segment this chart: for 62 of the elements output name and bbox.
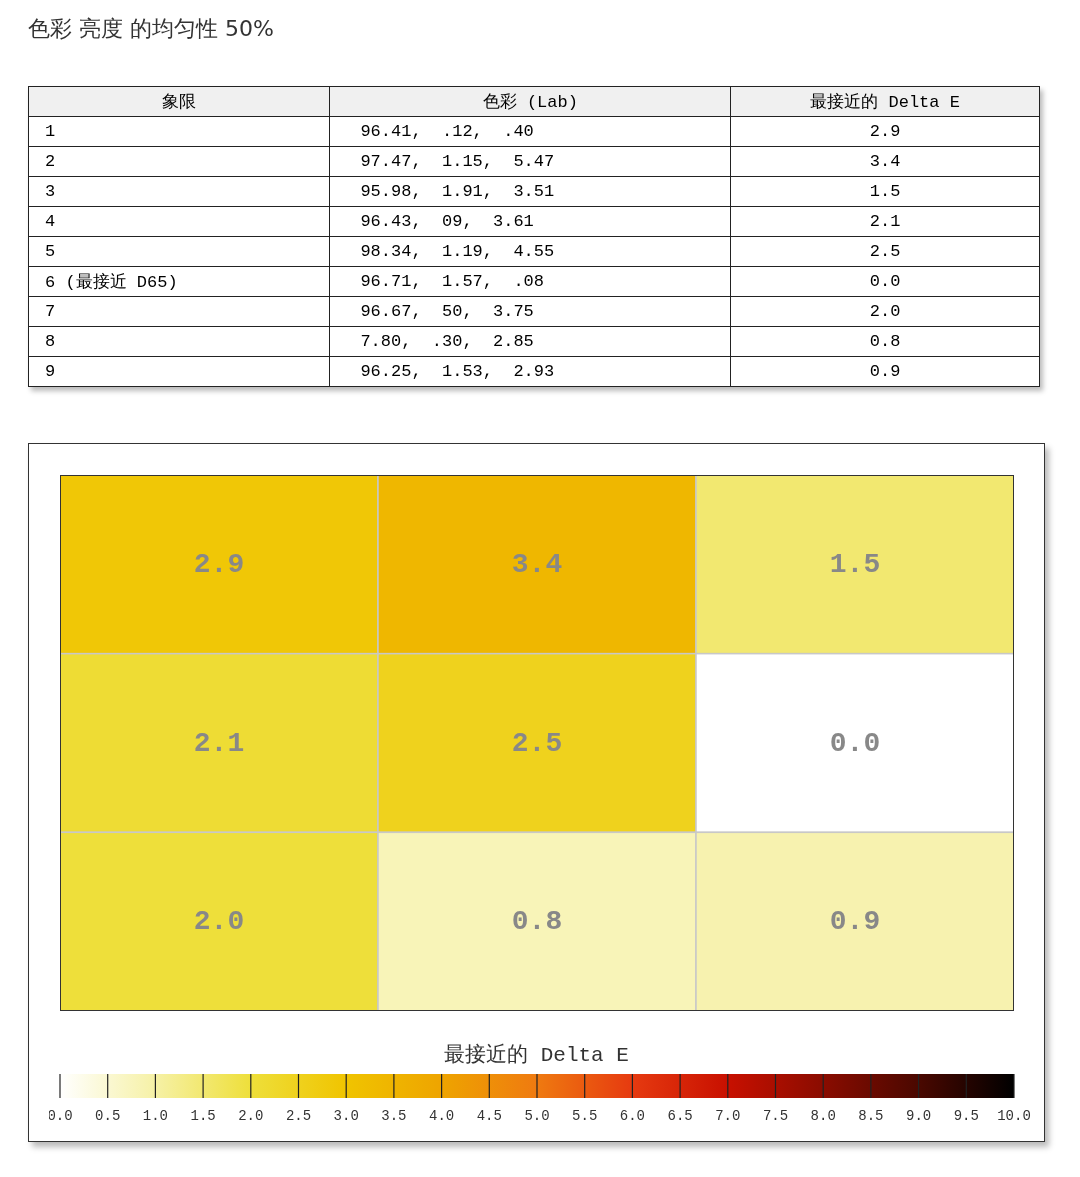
- text: 5: [28, 236, 330, 267]
- data-label: 2.0: [193, 906, 245, 938]
- text: 1: [28, 116, 330, 147]
- text: 8: [28, 326, 330, 357]
- text: 96.71, 1.57, .08: [329, 266, 731, 297]
- color-bar-label: 5.0: [524, 1108, 550, 1124]
- color-bar-label: 0.0: [47, 1108, 73, 1124]
- color-bar-label: 6.5: [667, 1108, 693, 1124]
- text: 色彩 亮度 的均匀性 50%: [28, 15, 275, 43]
- color-bar-label: 10.0: [997, 1108, 1031, 1124]
- text: 色彩 (Lab): [329, 86, 731, 117]
- text: 6 (最接近 D65): [28, 266, 330, 297]
- color-bar-label: 4.5: [476, 1108, 502, 1124]
- text: 最接近的 Delta E: [730, 86, 1040, 117]
- data-label: 3.4: [511, 548, 563, 580]
- data-label: 0.9: [829, 906, 881, 938]
- text: 象限: [28, 86, 330, 117]
- text: 97.47, 1.15, 5.47: [329, 146, 731, 177]
- text: 4: [28, 206, 330, 237]
- color-bar-label: 8.5: [858, 1108, 884, 1124]
- data-label: 1.5: [829, 548, 881, 580]
- text: 98.34, 1.19, 4.55: [329, 236, 731, 267]
- color-bar-label: 8.0: [810, 1108, 836, 1124]
- text: 96.67, 50, 3.75: [329, 296, 731, 327]
- text: 2.5: [730, 236, 1040, 267]
- text: 95.98, 1.91, 3.51: [329, 176, 731, 207]
- data-label: 0.0: [829, 727, 881, 759]
- color-bar-label: 9.0: [905, 1108, 932, 1124]
- color-bar-label: 7.0: [715, 1108, 741, 1124]
- text: 96.43, 09, 3.61: [329, 206, 731, 237]
- text: 96.25, 1.53, 2.93: [329, 356, 731, 387]
- text: 3: [28, 176, 330, 207]
- color-bar-label: 0.5: [95, 1108, 121, 1124]
- color-bar-label: 9.5: [953, 1108, 979, 1124]
- data-label: 0.8: [511, 906, 563, 938]
- text: 9: [28, 356, 330, 387]
- color-bar-label: 2.5: [285, 1108, 312, 1124]
- text: 3.4: [730, 146, 1040, 177]
- data-label: 2.5: [511, 727, 563, 759]
- text: 0.9: [730, 356, 1040, 387]
- text: 1.5: [730, 176, 1040, 207]
- color-bar-label: 5.5: [572, 1108, 598, 1124]
- color-bar-label: 1.5: [190, 1108, 216, 1124]
- text: 0.0: [730, 266, 1040, 297]
- text: 7: [28, 296, 330, 327]
- data-label: 2.1: [193, 727, 245, 759]
- color-bar-label: 6.0: [619, 1108, 646, 1124]
- color-bar-label: 4.0: [428, 1108, 455, 1124]
- text: 7.80, .30, 2.85: [329, 326, 731, 357]
- text: 96.41, .12, .40: [329, 116, 731, 147]
- text: 2.0: [730, 296, 1040, 327]
- color-bar-title: 最接近的 Delta E: [443, 1042, 630, 1068]
- text: 2: [28, 146, 330, 177]
- color-bar-label: 3.5: [381, 1108, 407, 1124]
- data-label: 2.9: [193, 548, 245, 580]
- text: 2.9: [730, 116, 1040, 147]
- color-bar-label: 7.5: [762, 1108, 789, 1124]
- text: 0.8: [730, 326, 1040, 357]
- color-bar-label: 3.0: [333, 1108, 359, 1124]
- color-bar-label: 1.0: [142, 1108, 169, 1124]
- color-bar-label: 2.0: [238, 1108, 264, 1124]
- text: 2.1: [730, 206, 1040, 237]
